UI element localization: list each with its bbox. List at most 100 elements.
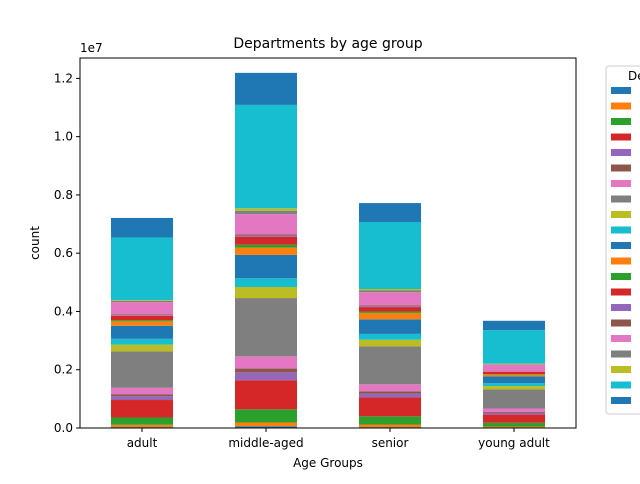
x-tick-label: senior — [372, 436, 409, 450]
bar-segment — [483, 321, 545, 330]
legend-swatch — [611, 258, 631, 265]
legend-swatch — [611, 351, 631, 358]
bar-segment — [359, 416, 421, 424]
bar-segment — [235, 255, 297, 278]
legend-swatch — [611, 273, 631, 280]
y-tick-label: 0.0 — [54, 421, 73, 435]
bar-segment — [235, 422, 297, 426]
y-axis-label: count — [28, 226, 42, 260]
bar-segment — [235, 278, 297, 287]
bar-segment — [111, 394, 173, 396]
legend-swatch — [611, 87, 631, 94]
legend-title: De — [628, 69, 640, 83]
bar-segment — [359, 384, 421, 391]
bar-segment — [359, 292, 421, 305]
bar-segment — [359, 346, 421, 384]
bar-segment — [235, 409, 297, 422]
bar-segment — [359, 334, 421, 340]
y-tick-label: 0.2 — [54, 363, 73, 377]
legend-swatch — [611, 118, 631, 125]
x-tick-label: young adult — [478, 436, 550, 450]
bar-segment — [111, 425, 173, 427]
bar-segment — [235, 237, 297, 245]
bar-segment — [235, 235, 297, 236]
bar-segment — [111, 321, 173, 325]
bar-segment — [359, 222, 421, 289]
bar-segment — [235, 208, 297, 210]
legend-swatch — [611, 382, 631, 389]
legend-swatch — [611, 304, 631, 311]
y-tick-label: 0.4 — [54, 304, 73, 318]
bar-segment — [483, 372, 545, 374]
bar-segment — [235, 214, 297, 234]
legend-swatch — [611, 149, 631, 156]
legend-swatch — [611, 289, 631, 296]
bar-segment — [483, 412, 545, 413]
bar-segment — [111, 400, 173, 417]
legend-swatch — [611, 211, 631, 218]
bar-segment — [483, 364, 545, 365]
bars-layer — [111, 73, 545, 428]
bar-segment — [359, 306, 421, 307]
bar-segment — [359, 313, 421, 319]
bar-segment — [235, 380, 297, 409]
bar-segment — [111, 302, 173, 314]
bar-segment — [483, 415, 545, 423]
legend-swatch — [611, 180, 631, 187]
bar-segment — [359, 394, 421, 398]
bar-segment — [111, 314, 173, 315]
bar-segment — [359, 340, 421, 347]
bar-segment — [111, 237, 173, 300]
bar-segment — [235, 369, 297, 373]
bar-segment — [111, 315, 173, 316]
y-axis: 0.00.20.40.60.81.01.2 — [54, 71, 80, 435]
bar-segment — [483, 365, 545, 371]
bar-segment — [235, 73, 297, 105]
bar-segment — [483, 364, 545, 365]
bar-segment — [359, 319, 421, 334]
bar-segment — [111, 316, 173, 320]
bar-segment — [483, 375, 545, 377]
bar-segment — [359, 391, 421, 393]
bar-segment — [111, 218, 173, 238]
bar-segment — [111, 339, 173, 345]
bar-segment — [359, 425, 421, 428]
y-tick-label: 0.6 — [54, 246, 73, 260]
chart-title: Departments by age group — [233, 36, 422, 52]
bar-segment — [235, 245, 297, 248]
bar-segment — [359, 397, 421, 416]
bar-segment — [483, 423, 545, 427]
bar-segment — [483, 330, 545, 364]
legend-swatch — [611, 242, 631, 249]
y-tick-label: 1.2 — [54, 71, 73, 85]
x-axis: adult middle-aged senior young adult — [127, 428, 550, 450]
y-offset-label: 1e7 — [80, 41, 103, 55]
legend-swatch — [611, 366, 631, 373]
bar-segment — [235, 211, 297, 215]
legend-swatch — [611, 227, 631, 234]
bar-segment — [111, 396, 173, 400]
legend-swatch — [611, 320, 631, 327]
bar-segment — [359, 289, 421, 290]
bar-segment — [483, 374, 545, 375]
x-tick-label: adult — [127, 436, 158, 450]
bar-segment — [235, 248, 297, 255]
legend-swatch — [611, 103, 631, 110]
legend-swatch — [611, 397, 631, 404]
bar-segment — [111, 418, 173, 425]
bar-segment — [483, 390, 545, 409]
bar-segment — [111, 345, 173, 352]
bar-segment — [359, 305, 421, 306]
legend: De — [606, 66, 640, 414]
legend-items — [611, 87, 631, 404]
bar-segment — [235, 287, 297, 298]
y-tick-label: 0.8 — [54, 188, 73, 202]
bar-segment — [111, 351, 173, 387]
bar-segment — [483, 376, 545, 383]
bar-segment — [235, 236, 297, 237]
bar-segment — [235, 372, 297, 380]
bar-segment — [483, 386, 545, 390]
bar-segment — [111, 300, 173, 301]
legend-swatch — [611, 335, 631, 342]
x-tick-label: middle-aged — [228, 436, 303, 450]
